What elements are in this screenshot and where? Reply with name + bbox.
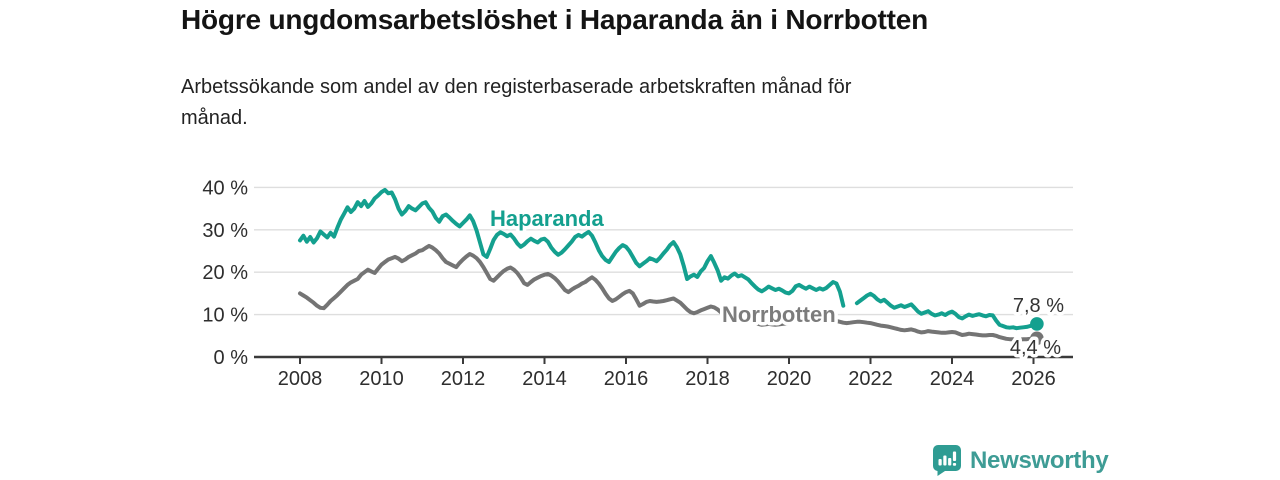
newsworthy-wordmark: Newsworthy	[970, 446, 1109, 474]
series-endpoint-norrbotten	[1030, 331, 1044, 346]
series-label-haparanda: Haparanda	[490, 206, 604, 231]
x-tick-label: 2012	[441, 368, 486, 390]
x-tick-label: 2022	[848, 368, 893, 390]
series-line-norrbotten	[298, 243, 1039, 342]
x-tick-label: 2024	[930, 368, 975, 390]
y-tick-label: 0 %	[214, 347, 249, 369]
newsworthy-logo-icon	[933, 445, 961, 476]
x-tick-label: 2018	[685, 368, 730, 390]
series-endpoint-haparanda	[1030, 317, 1044, 331]
x-tick-label: 2008	[278, 368, 323, 390]
logo-bars	[938, 451, 957, 466]
y-tick-label: 10 %	[202, 305, 248, 327]
series-value-label-haparanda: 7,8 %	[1013, 295, 1064, 317]
x-tick-label: 2020	[767, 368, 812, 390]
series-value-label-norrbotten: 4,4 %	[1010, 337, 1061, 359]
x-tick-label: 2026	[1011, 368, 1056, 390]
chart-subtitle: Arbetssökande som andel av den registerb…	[181, 76, 852, 129]
x-tick-label: 2014	[522, 368, 567, 390]
series-label-norrbotten: Norrbotten	[722, 302, 836, 327]
x-tick-label: 2016	[604, 368, 649, 390]
y-tick-label: 40 %	[202, 177, 248, 199]
y-tick-label: 30 %	[202, 220, 248, 242]
chart-title: Högre ungdomsarbetslöshet i Haparanda än…	[181, 4, 929, 35]
newsworthy-branding: Newsworthy	[933, 445, 1109, 476]
y-tick-label: 20 %	[202, 262, 248, 284]
x-tick-label: 2010	[359, 368, 404, 390]
series-line-haparanda	[298, 187, 1039, 331]
